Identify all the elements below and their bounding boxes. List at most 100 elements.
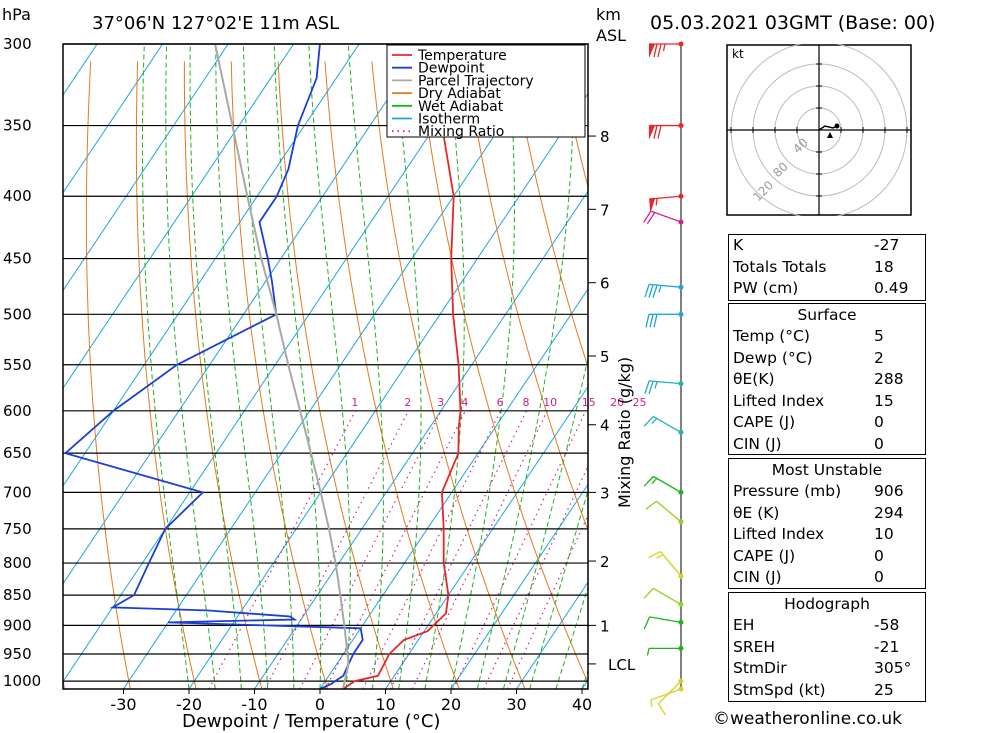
row-value: 288 — [874, 370, 904, 388]
wind-barb — [646, 645, 684, 656]
row-value: 0 — [874, 434, 884, 453]
wind-barb — [649, 193, 684, 213]
row-key: CAPE (J) — [733, 546, 796, 565]
wet-adiabat-line — [502, 356, 588, 689]
wet-adiabat-line — [555, 585, 588, 689]
wind-barb — [650, 686, 684, 708]
legend-label: Dry Adiabat — [418, 86, 501, 102]
dry-adiabat-line — [135, 61, 197, 689]
mixing-ratio-label: 25 — [633, 396, 647, 409]
hodograph-unit: kt — [732, 47, 744, 61]
mixing-ratio-line — [483, 465, 588, 689]
isotherm-line — [63, 44, 360, 487]
row-key: PW (cm) — [733, 279, 799, 297]
x-tick-label: 20 — [441, 695, 461, 714]
wet-adiabat-line — [243, 44, 295, 689]
pressure-tick-label: 600 — [3, 402, 32, 420]
table-row: PW (cm) 0.49 — [729, 278, 925, 300]
height-tick-label: 8 — [600, 128, 610, 146]
wind-barb — [643, 210, 684, 225]
wind-barb-feather — [648, 551, 661, 559]
isotherm-line — [63, 44, 426, 585]
table-row: K -27 — [729, 235, 925, 257]
isotherm-line — [188, 92, 588, 689]
mixing-ratio-label: 4 — [461, 396, 468, 409]
pressure-tick-label: 900 — [3, 616, 32, 634]
temperature-line — [342, 44, 462, 689]
table-row: Pressure (mb) 906 — [729, 481, 925, 503]
wind-barb-flag — [649, 198, 656, 213]
table-title: Surface — [797, 306, 857, 324]
row-value: -58 — [874, 616, 900, 634]
wind-barb-feather — [653, 314, 658, 328]
isotherm-line — [63, 44, 295, 390]
x-tick-label: -10 — [241, 695, 267, 714]
row-value: 15 — [874, 391, 894, 410]
pressure-tick-label: 400 — [3, 187, 32, 205]
dewpoint-line — [63, 44, 364, 689]
mixing-ratio-label: 6 — [497, 396, 504, 409]
row-value: 0 — [874, 413, 884, 431]
wind-barb-flag — [649, 125, 655, 140]
mixing-ratio-label: 3 — [437, 396, 444, 409]
table-row: CAPE (J) 0 — [729, 546, 925, 568]
wind-barb-staff — [649, 380, 682, 385]
dry-adiabat-line — [63, 675, 65, 689]
row-value: 294 — [874, 503, 904, 522]
height-tick-label: 6 — [600, 275, 610, 293]
legend-label: Parcel Trajectory — [418, 73, 534, 89]
wind-barb-half-feather — [655, 198, 658, 206]
wind-barb-staff — [649, 283, 682, 288]
table-row: θE (K) 294 — [729, 503, 925, 525]
pressure-tick-label: 850 — [3, 586, 32, 604]
mixing-ratio-line — [324, 410, 466, 689]
wind-barb-feather — [657, 125, 662, 139]
table-row: StmSpd (kt) 25 — [729, 680, 925, 702]
row-key: Temp (°C) — [733, 327, 810, 345]
x-tick-label: -30 — [110, 695, 136, 714]
isotherm-line — [450, 483, 588, 689]
wind-barb-feather — [645, 314, 650, 328]
pressure-tick-label: 500 — [3, 305, 32, 323]
wind-barb-feather — [657, 43, 662, 58]
wet-adiabat-line — [189, 44, 242, 689]
dry-adiabat-line — [371, 61, 526, 689]
wind-barb-feather — [645, 500, 657, 510]
wind-barb — [643, 415, 684, 435]
wind-barb-half-feather — [656, 554, 664, 559]
wind-barb-feather — [657, 703, 666, 716]
wind-barb-feather — [644, 380, 650, 394]
row-key: Totals Totals — [733, 257, 827, 276]
pressure-tick-label: 950 — [3, 645, 32, 663]
row-key: StmDir — [733, 659, 787, 677]
wind-barb-half-feather — [646, 648, 650, 656]
row-key: StmSpd (kt) — [733, 680, 826, 699]
x-tick-label: 40 — [572, 695, 592, 714]
pressure-unit-label: hPa — [2, 5, 31, 24]
wind-barb-feather — [644, 284, 650, 298]
height-unit-km: km — [596, 5, 621, 24]
wind-barb-staff — [652, 587, 682, 605]
dry-adiabat-line — [418, 61, 588, 684]
wind-barb — [657, 678, 684, 716]
wind-barb-feather — [646, 212, 656, 225]
row-value: 906 — [874, 482, 904, 500]
table-row: Temp (°C) 5 — [729, 326, 925, 348]
row-key: Lifted Index — [733, 391, 825, 410]
x-tick-label: -20 — [176, 695, 202, 714]
isotherm-line — [63, 44, 491, 683]
wet-adiabat-line — [450, 44, 515, 689]
wind-barb — [645, 500, 684, 525]
storm-motion-marker — [827, 132, 833, 138]
row-key: SREH — [733, 637, 776, 656]
wind-barb-feather — [643, 415, 654, 427]
wind-barb-staff — [652, 415, 682, 433]
wind-barb — [649, 123, 684, 140]
wind-barb-half-feather — [651, 417, 658, 425]
table-row: CAPE (J) 0 — [729, 412, 925, 434]
wind-barb-feather — [643, 475, 654, 487]
row-value: 10 — [874, 525, 894, 543]
wet-adiabat-line — [393, 44, 422, 689]
pressure-tick-label: 450 — [3, 250, 32, 268]
